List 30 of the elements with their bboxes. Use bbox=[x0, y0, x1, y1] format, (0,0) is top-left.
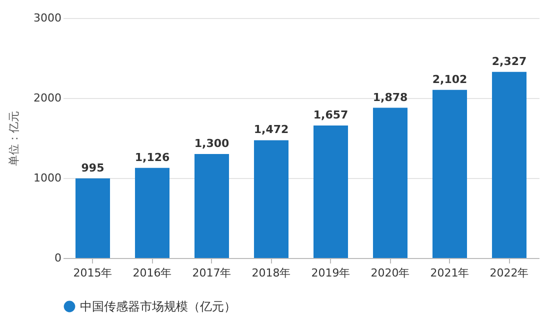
bar bbox=[194, 154, 230, 258]
x-tick-label: 2021年 bbox=[430, 266, 470, 280]
x-tick-label: 2015年 bbox=[73, 266, 112, 280]
data-label: 1,657 bbox=[313, 108, 348, 122]
y-tick-label: 3000 bbox=[34, 12, 62, 24]
bar bbox=[432, 90, 468, 258]
x-tick-label: 2016年 bbox=[132, 266, 172, 280]
x-tick-label: 2018年 bbox=[252, 266, 291, 280]
y-axis-title: 单位：亿元 bbox=[8, 111, 21, 166]
bar bbox=[492, 72, 527, 258]
data-label: 2,327 bbox=[492, 54, 527, 68]
y-tick-label: 2000 bbox=[34, 92, 62, 104]
data-label: 1,472 bbox=[254, 123, 289, 136]
y-tick-label: 0 bbox=[54, 252, 62, 264]
x-tick-label: 2017年 bbox=[192, 266, 232, 280]
bar bbox=[75, 178, 110, 258]
x-tick-label: 2019年 bbox=[311, 266, 350, 280]
data-label: 1,878 bbox=[372, 90, 408, 104]
data-label: 1,126 bbox=[134, 150, 170, 164]
bar bbox=[313, 125, 348, 258]
y-tick-label: 1000 bbox=[34, 172, 62, 184]
bar bbox=[254, 140, 289, 258]
data-label: 2,102 bbox=[432, 72, 468, 86]
legend-label: 中国传感器市场规模（亿元） bbox=[80, 300, 236, 314]
x-tick-label: 2020年 bbox=[370, 266, 410, 280]
bar bbox=[134, 168, 170, 258]
data-label: 1,300 bbox=[194, 137, 230, 150]
data-label: 995 bbox=[81, 161, 104, 174]
bar bbox=[372, 108, 408, 258]
x-tick-label: 2022年 bbox=[490, 266, 529, 280]
